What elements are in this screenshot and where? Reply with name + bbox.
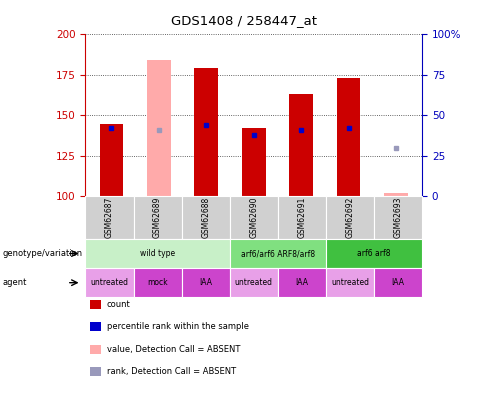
- Text: untreated: untreated: [90, 278, 128, 287]
- Text: value, Detection Call = ABSENT: value, Detection Call = ABSENT: [107, 345, 240, 354]
- Text: wild type: wild type: [140, 249, 175, 258]
- Text: GSM62687: GSM62687: [105, 197, 114, 239]
- Bar: [384, 193, 408, 196]
- Text: GDS1408 / 258447_at: GDS1408 / 258447_at: [171, 14, 317, 27]
- Bar: [242, 128, 265, 196]
- Text: GSM62691: GSM62691: [297, 197, 306, 239]
- Text: IAA: IAA: [199, 278, 212, 287]
- Text: arf6/arf6 ARF8/arf8: arf6/arf6 ARF8/arf8: [241, 249, 315, 258]
- Text: count: count: [107, 300, 131, 309]
- Text: GSM62690: GSM62690: [249, 197, 258, 239]
- Text: agent: agent: [2, 278, 27, 287]
- Text: IAA: IAA: [391, 278, 405, 287]
- Bar: [100, 124, 123, 196]
- Text: GSM62692: GSM62692: [346, 197, 354, 239]
- Text: mock: mock: [147, 278, 168, 287]
- Text: GSM62688: GSM62688: [201, 197, 210, 238]
- Text: GSM62689: GSM62689: [153, 197, 162, 239]
- Bar: [337, 78, 361, 196]
- Text: rank, Detection Call = ABSENT: rank, Detection Call = ABSENT: [107, 367, 236, 376]
- Text: percentile rank within the sample: percentile rank within the sample: [107, 322, 249, 331]
- Text: arf6 arf8: arf6 arf8: [357, 249, 391, 258]
- Text: untreated: untreated: [235, 278, 273, 287]
- Bar: [147, 60, 171, 196]
- Text: genotype/variation: genotype/variation: [2, 249, 82, 258]
- Text: GSM62693: GSM62693: [393, 197, 403, 239]
- Text: untreated: untreated: [331, 278, 369, 287]
- Bar: [195, 68, 218, 196]
- Bar: [289, 94, 313, 196]
- Text: IAA: IAA: [295, 278, 308, 287]
